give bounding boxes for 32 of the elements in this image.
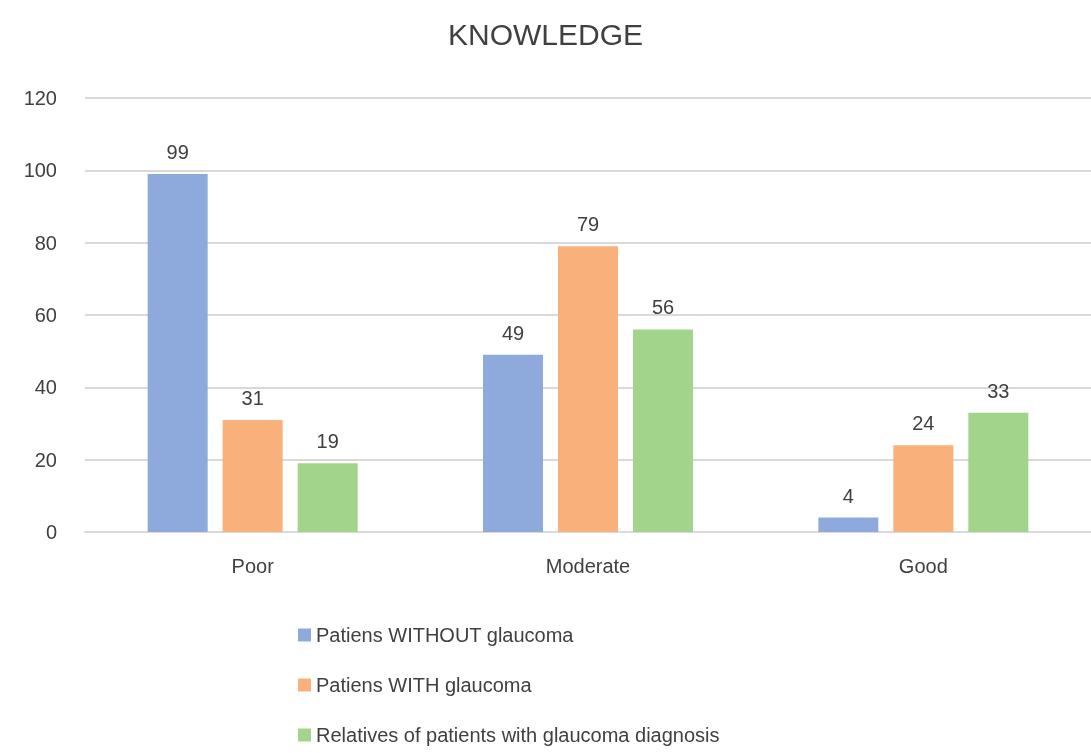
y-tick-label: 20: [34, 448, 57, 471]
y-tick-label: 120: [23, 87, 57, 109]
data-label: 99: [166, 140, 189, 163]
legend-label: Patiens WITHOUT glaucoma: [316, 624, 575, 646]
chart-title: KNOWLEDGE: [447, 17, 644, 51]
legend-label: Relatives of patients with glaucoma diagnosis: [316, 724, 720, 746]
bar: [222, 419, 283, 532]
data-label: 56: [651, 296, 675, 319]
data-label: 31: [241, 386, 264, 409]
bar: [558, 246, 618, 532]
bar: [968, 412, 1029, 532]
data-label: 4: [842, 484, 854, 507]
data-label: 24: [912, 412, 935, 435]
x-tick-label: Good: [898, 555, 948, 577]
bar: [147, 173, 208, 532]
x-tick-label: Poor: [231, 555, 275, 577]
bar: [633, 329, 693, 532]
bar: [893, 445, 954, 532]
y-tick-label: 80: [34, 231, 57, 254]
bar: [818, 517, 879, 532]
y-tick-label: 100: [23, 159, 57, 182]
data-label: 19: [316, 430, 339, 453]
legend-label: Patiens WITH glaucoma: [316, 674, 533, 696]
bar: [483, 354, 543, 532]
data-label: 49: [501, 321, 525, 344]
y-tick-label: 40: [34, 376, 57, 399]
bar: [297, 463, 358, 532]
x-tick-label: Moderate: [545, 555, 631, 577]
y-tick-label: 0: [45, 521, 57, 543]
data-label: 79: [576, 213, 600, 236]
data-label: 33: [987, 379, 1010, 402]
y-tick-label: 60: [34, 304, 57, 326]
